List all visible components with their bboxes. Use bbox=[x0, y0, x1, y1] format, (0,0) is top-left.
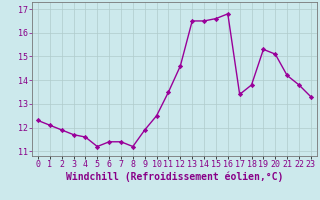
X-axis label: Windchill (Refroidissement éolien,°C): Windchill (Refroidissement éolien,°C) bbox=[66, 172, 283, 182]
